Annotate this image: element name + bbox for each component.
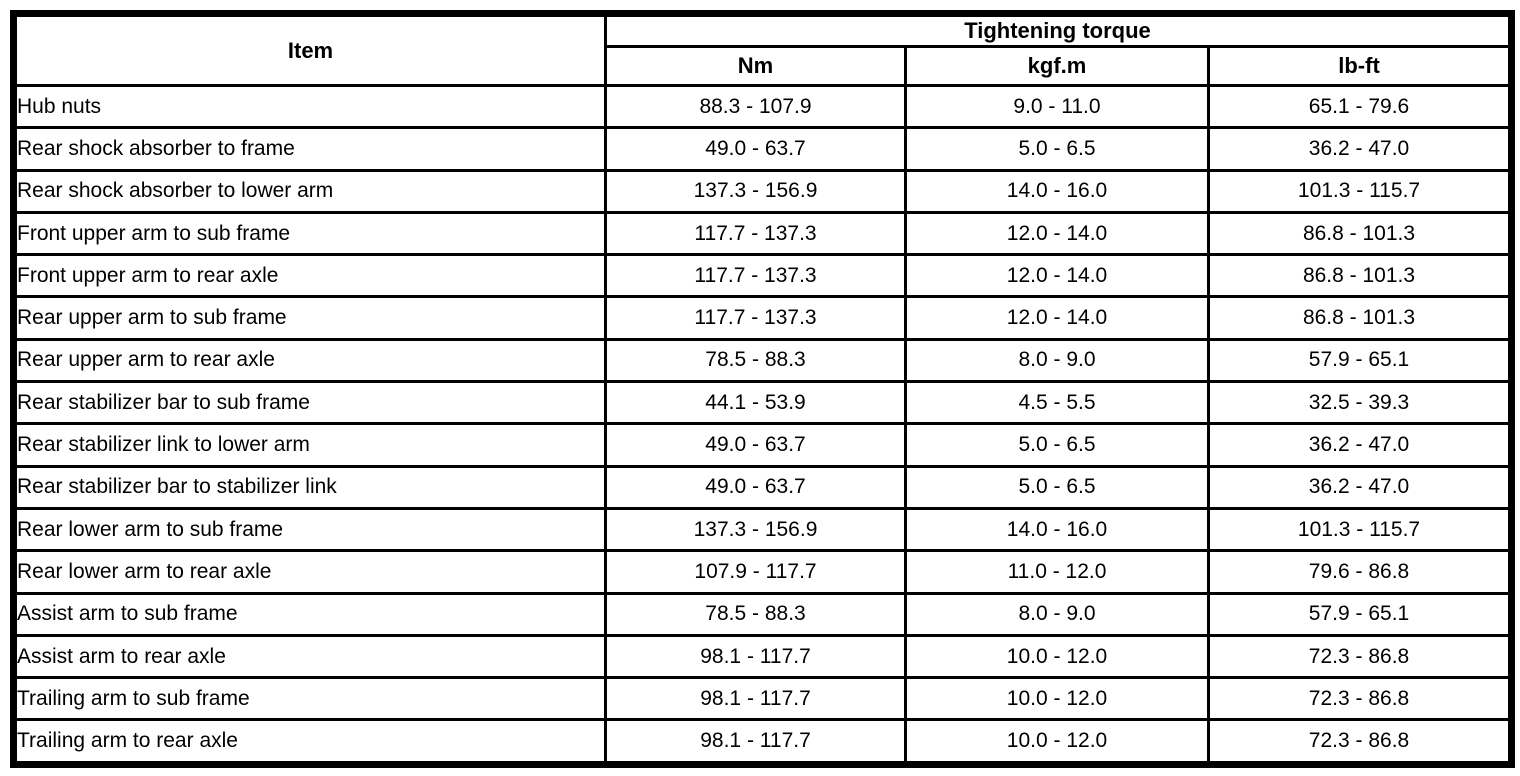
nm-value-cell: 88.3 - 107.9 [604,83,907,130]
table-body: Hub nuts 88.3 - 107.9 9.0 - 11.0 65.1 - 79.… [12,83,1513,766]
table-row: Front upper arm to rear axle 117.7 - 137.… [12,253,1513,299]
item-cell: Front upper arm to sub frame [12,210,607,257]
table-header: Item Tightening torque Nm kgf.m lb-ft [12,12,1513,87]
unit-header-nm: Nm [604,45,907,87]
kgfm-value-cell: 12.0 - 14.0 [904,295,1210,341]
table-row: Rear stabilizer bar to sub frame 44.1 - 5… [12,380,1513,426]
kgfm-value-cell: 12.0 - 14.0 [904,210,1210,257]
lbft-value-cell: 79.6 - 86.8 [1207,549,1513,595]
kgfm-value-cell: 4.5 - 5.5 [904,380,1210,426]
lbft-value-cell: 101.3 - 115.7 [1207,168,1513,214]
kgfm-value-cell: 5.0 - 6.5 [904,126,1210,172]
table-row: Front upper arm to sub frame 117.7 - 137.… [12,210,1513,257]
table-row: Rear lower arm to rear axle 107.9 - 117.7… [12,549,1513,595]
nm-value-cell: 117.7 - 137.3 [604,295,907,341]
nm-value-cell: 49.0 - 63.7 [604,126,907,172]
table-row: Rear stabilizer link to lower arm 49.0 - … [12,422,1513,468]
lbft-value-cell: 36.2 - 47.0 [1207,422,1513,468]
table-row: Rear stabilizer bar to stabilizer link 49… [12,464,1513,510]
table-row: Assist arm to rear axle 98.1 - 117.7 10.0 … [12,633,1513,680]
nm-value-cell: 117.7 - 137.3 [604,210,907,257]
item-column-header: Item [12,12,607,87]
lbft-value-cell: 72.3 - 86.8 [1207,633,1513,680]
item-cell: Rear shock absorber to lower arm [12,168,607,214]
table-row: Assist arm to sub frame 78.5 - 88.3 8.0 - … [12,591,1513,637]
header-row-units: Nm kgf.m lb-ft [14,45,1513,87]
item-cell: Rear stabilizer bar to stabilizer link [12,464,607,510]
kgfm-value-cell: 9.0 - 11.0 [904,83,1210,130]
nm-value-cell: 137.3 - 156.9 [604,168,907,214]
kgfm-value-cell: 11.0 - 12.0 [904,549,1210,595]
lbft-value-cell: 86.8 - 101.3 [1207,253,1513,299]
item-cell: Rear upper arm to rear axle [12,337,607,384]
lbft-value-cell: 65.1 - 79.6 [1207,83,1513,130]
item-cell: Trailing arm to sub frame [12,676,607,722]
item-cell: Rear upper arm to sub frame [12,295,607,341]
nm-value-cell: 117.7 - 137.3 [604,253,907,299]
kgfm-value-cell: 12.0 - 14.0 [904,253,1210,299]
lbft-value-cell: 36.2 - 47.0 [1207,464,1513,510]
table-row: Trailing arm to sub frame 98.1 - 117.7 10.… [12,676,1513,722]
table-row: Hub nuts 88.3 - 107.9 9.0 - 11.0 65.1 - 79.… [12,83,1513,130]
item-cell: Assist arm to rear axle [12,633,607,680]
table-row: Rear shock absorber to lower arm 137.3 - … [12,168,1513,214]
table-row: Trailing arm to rear axle 98.1 - 117.7 10.… [12,718,1513,766]
item-cell: Front upper arm to rear axle [12,253,607,299]
nm-value-cell: 49.0 - 63.7 [604,464,907,510]
lbft-value-cell: 86.8 - 101.3 [1207,210,1513,257]
table-row: Rear shock absorber to frame 49.0 - 63.7 5… [12,126,1513,172]
nm-value-cell: 107.9 - 117.7 [604,549,907,595]
lbft-value-cell: 72.3 - 86.8 [1207,676,1513,722]
tightening-torque-group-header: Tightening torque [604,12,1513,48]
kgfm-value-cell: 14.0 - 16.0 [904,506,1210,553]
kgfm-value-cell: 10.0 - 12.0 [904,676,1210,722]
lbft-value-cell: 101.3 - 115.7 [1207,506,1513,553]
item-cell: Assist arm to sub frame [12,591,607,637]
item-cell: Rear lower arm to rear axle [12,549,607,595]
kgfm-value-cell: 10.0 - 12.0 [904,718,1210,766]
unit-header-lbft: lb-ft [1207,45,1513,87]
nm-value-cell: 137.3 - 156.9 [604,506,907,553]
lbft-value-cell: 86.8 - 101.3 [1207,295,1513,341]
item-cell: Rear stabilizer bar to sub frame [12,380,607,426]
nm-value-cell: 98.1 - 117.7 [604,676,907,722]
item-cell: Rear shock absorber to frame [12,126,607,172]
kgfm-value-cell: 5.0 - 6.5 [904,464,1210,510]
nm-value-cell: 49.0 - 63.7 [604,422,907,468]
nm-value-cell: 98.1 - 117.7 [604,718,907,766]
kgfm-value-cell: 14.0 - 16.0 [904,168,1210,214]
nm-value-cell: 78.5 - 88.3 [604,591,907,637]
unit-header-kgfm: kgf.m [904,45,1210,87]
item-cell: Rear lower arm to sub frame [12,506,607,553]
kgfm-value-cell: 8.0 - 9.0 [904,591,1210,637]
nm-value-cell: 78.5 - 88.3 [604,337,907,384]
lbft-value-cell: 57.9 - 65.1 [1207,337,1513,384]
kgfm-value-cell: 5.0 - 6.5 [904,422,1210,468]
table-row: Rear upper arm to rear axle 78.5 - 88.3 8.… [12,337,1513,384]
kgfm-value-cell: 10.0 - 12.0 [904,633,1210,680]
nm-value-cell: 44.1 - 53.9 [604,380,907,426]
item-cell: Hub nuts [12,83,607,130]
lbft-value-cell: 57.9 - 65.1 [1207,591,1513,637]
header-row-group: Item Tightening torque [12,12,1513,87]
lbft-value-cell: 32.5 - 39.3 [1207,380,1513,426]
item-cell: Trailing arm to rear axle [12,718,607,766]
lbft-value-cell: 36.2 - 47.0 [1207,126,1513,172]
kgfm-value-cell: 8.0 - 9.0 [904,337,1210,384]
nm-value-cell: 98.1 - 117.7 [604,633,907,680]
tightening-torque-table: Item Tightening torque Nm kgf.m lb-ft Hu… [10,10,1515,768]
table-row: Rear upper arm to sub frame 117.7 - 137.3… [12,295,1513,341]
lbft-value-cell: 72.3 - 86.8 [1207,718,1513,766]
table-row: Rear lower arm to sub frame 137.3 - 156.9… [12,506,1513,553]
item-cell: Rear stabilizer link to lower arm [12,422,607,468]
